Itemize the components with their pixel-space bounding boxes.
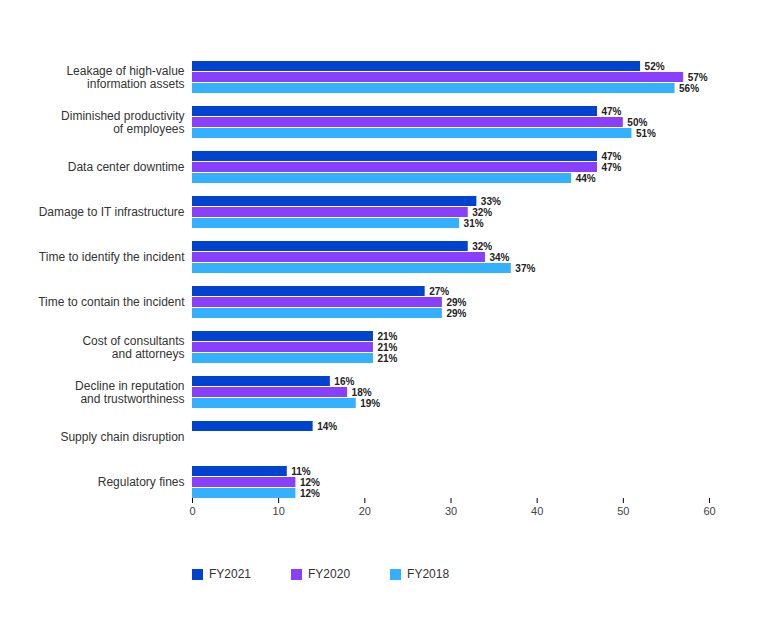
svg-text:47%: 47% — [601, 162, 621, 173]
svg-text:16%: 16% — [334, 376, 354, 387]
svg-text:44%: 44% — [576, 173, 596, 184]
svg-text:32%: 32% — [472, 241, 492, 252]
svg-text:33%: 33% — [481, 196, 501, 207]
svg-text:Damage to IT infrastructure: Damage to IT infrastructure — [39, 205, 185, 219]
svg-text:57%: 57% — [688, 72, 708, 83]
svg-text:Time to contain the incident: Time to contain the incident — [38, 295, 185, 309]
html-text:FY2018: FY2018 — [407, 567, 450, 581]
svg-text:12%: 12% — [300, 477, 320, 488]
svg-text:30: 30 — [445, 505, 457, 517]
svg-text:0: 0 — [189, 505, 195, 517]
svg-text:Data center downtime: Data center downtime — [68, 160, 185, 174]
html-text:FY2020: FY2020 — [308, 567, 351, 581]
svg-text:51%: 51% — [636, 128, 656, 139]
svg-text:20: 20 — [359, 505, 371, 517]
svg-text:31%: 31% — [464, 218, 484, 229]
svg-text:19%: 19% — [360, 398, 380, 409]
svg-text:47%: 47% — [601, 106, 621, 117]
svg-text:21%: 21% — [377, 342, 397, 353]
svg-text:52%: 52% — [645, 61, 665, 72]
svg-text:29%: 29% — [446, 308, 466, 319]
svg-text:21%: 21% — [377, 353, 397, 364]
svg-text:37%: 37% — [515, 263, 535, 274]
svg-text:27%: 27% — [429, 286, 449, 297]
svg-text:12%: 12% — [300, 488, 320, 499]
svg-text:34%: 34% — [489, 252, 509, 263]
svg-text:29%: 29% — [446, 297, 466, 308]
svg-text:Regulatory fines: Regulatory fines — [98, 475, 185, 489]
svg-text:Leakage of high-valueinformati: Leakage of high-valueinformation assets — [66, 64, 184, 91]
svg-text:21%: 21% — [377, 331, 397, 342]
html-text:FY2021: FY2021 — [209, 567, 251, 581]
svg-text:Supply chain disruption: Supply chain disruption — [60, 430, 184, 444]
svg-text:50: 50 — [617, 505, 629, 517]
svg-text:14%: 14% — [317, 421, 337, 432]
svg-text:40: 40 — [531, 505, 543, 517]
svg-text:Time to identify the incident: Time to identify the incident — [39, 250, 185, 264]
svg-text:18%: 18% — [352, 387, 372, 398]
svg-text:47%: 47% — [601, 151, 621, 162]
svg-text:32%: 32% — [472, 207, 492, 218]
svg-text:60: 60 — [703, 505, 715, 517]
svg-text:56%: 56% — [679, 83, 699, 94]
svg-text:10: 10 — [273, 505, 285, 517]
svg-text:Cost of consultantsand attorne: Cost of consultantsand attorneys — [82, 334, 184, 361]
svg-text:Decline in reputationand trust: Decline in reputationand trustworthiness — [75, 379, 184, 406]
svg-text:11%: 11% — [291, 466, 311, 477]
svg-text:50%: 50% — [627, 117, 647, 128]
svg-text:Diminished productivityof empl: Diminished productivityof employees — [61, 109, 184, 136]
